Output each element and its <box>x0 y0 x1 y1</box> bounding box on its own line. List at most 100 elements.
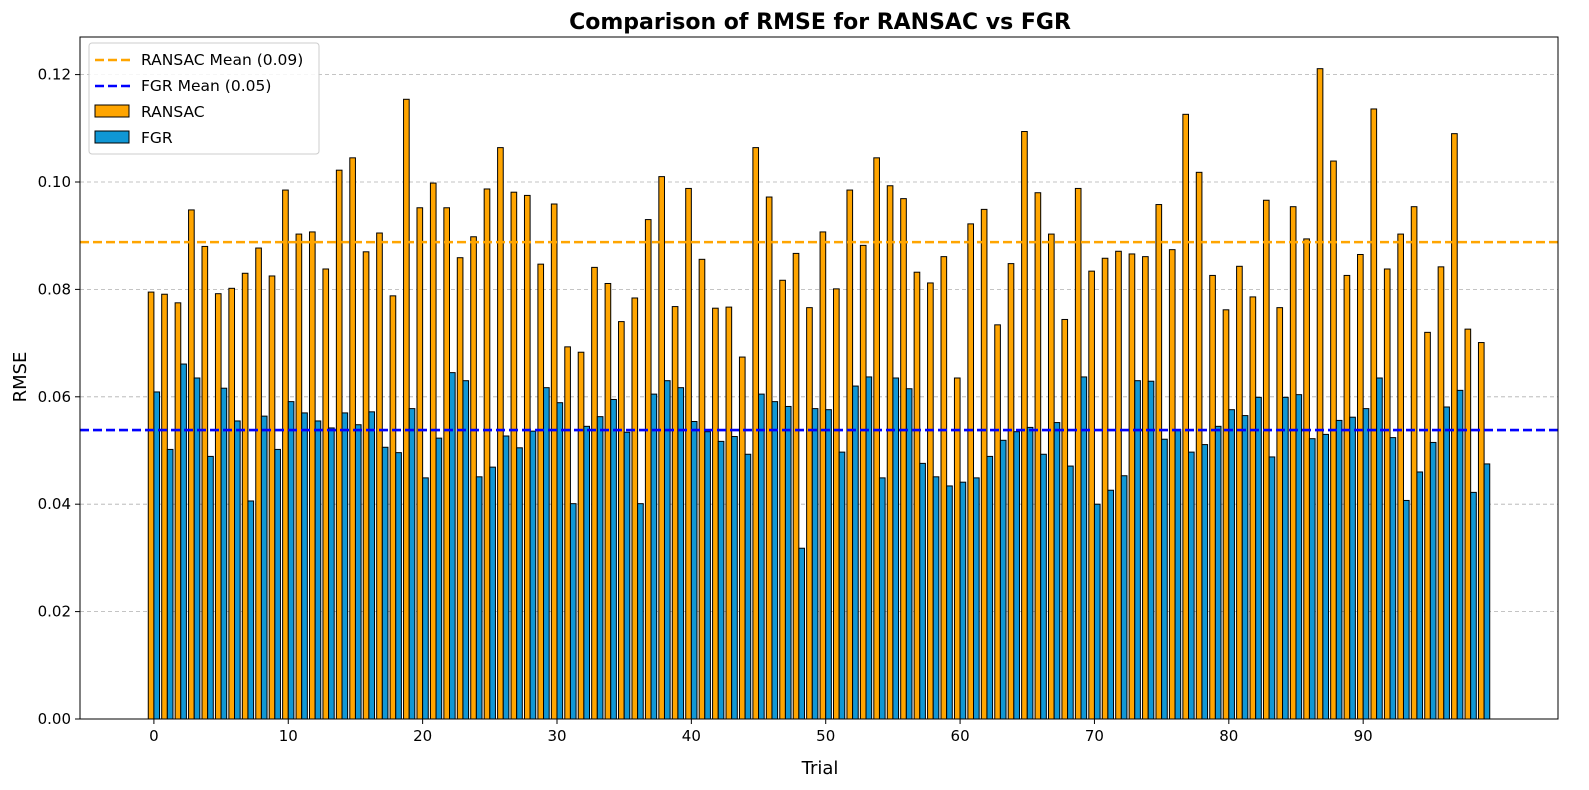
ransac-bar <box>295 233 303 720</box>
ransac-bar <box>456 257 464 720</box>
ransac-bar <box>416 207 424 720</box>
fgr-bar <box>878 477 886 720</box>
ransac-bar <box>1464 328 1472 720</box>
fgr-bar <box>677 387 685 720</box>
fgr-bar <box>1268 456 1276 720</box>
fgr-bar <box>583 425 590 720</box>
ransac-bar <box>1128 253 1136 720</box>
fgr-bar <box>758 393 765 720</box>
ransac-bar <box>1021 131 1028 720</box>
fgr-bar <box>489 466 496 720</box>
legend-fgr-swatch <box>94 130 130 144</box>
ransac-bar <box>1101 257 1109 720</box>
fgr-bar <box>274 448 281 720</box>
ransac-bar <box>806 307 813 720</box>
fgr-bar <box>986 455 994 720</box>
fgr-bar <box>260 415 268 720</box>
fgr-bar <box>811 408 819 720</box>
ransac-bar <box>1397 233 1404 720</box>
ransac-bar <box>1115 250 1122 720</box>
x-tick-label: 50 <box>816 727 835 745</box>
fgr-bar <box>1228 409 1235 720</box>
ransac-bar <box>819 231 827 720</box>
fgr-bar <box>704 431 711 720</box>
ransac-bar <box>900 198 907 720</box>
plot-frame <box>79 36 1559 720</box>
y-tick-label: 0.12 <box>38 66 71 84</box>
fgr-bar <box>1308 438 1316 720</box>
ransac-bar <box>1262 199 1270 720</box>
ransac-bar <box>1034 192 1042 720</box>
x-tick-label: 60 <box>951 727 970 745</box>
fgr-bar <box>207 455 214 720</box>
ransac-bar <box>1451 133 1458 720</box>
ransac-bar <box>913 271 921 720</box>
ransac-bar <box>497 147 504 720</box>
fgr-bar <box>1443 406 1450 720</box>
ransac-bar <box>1088 270 1095 720</box>
x-tick-label: 20 <box>413 727 432 745</box>
fgr-bar <box>1026 426 1034 720</box>
fgr-bar <box>637 503 644 720</box>
ransac-bar <box>1209 274 1216 720</box>
fgr-bar <box>1483 463 1491 720</box>
ransac-bar <box>685 187 692 720</box>
fgr-bar <box>1080 376 1088 720</box>
fgr-bar <box>381 446 389 720</box>
ransac-bar <box>1195 171 1203 720</box>
fgr-bar <box>1241 415 1249 720</box>
fgr-bar <box>234 420 241 720</box>
fgr-bar <box>663 380 671 720</box>
ransac-bar <box>927 282 934 720</box>
fgr-bar <box>650 393 658 720</box>
y-tick-label: 0.04 <box>38 495 71 513</box>
ransac-bar <box>833 288 840 720</box>
fgr-bar <box>354 424 362 720</box>
ransac-bar <box>322 268 330 720</box>
fgr-bar <box>1295 394 1303 720</box>
fgr-bar <box>153 391 161 720</box>
ransac-bar <box>429 182 437 720</box>
fgr-bar <box>798 547 805 720</box>
fgr-bar <box>838 451 846 720</box>
x-tick-label: 30 <box>547 727 566 745</box>
ransac-bar <box>994 324 1001 720</box>
ransac-bar <box>335 169 343 720</box>
ransac-bar <box>591 266 598 720</box>
fgr-bar <box>1013 431 1020 720</box>
fgr-bar <box>1389 437 1397 720</box>
ransac-bar <box>604 282 612 720</box>
fgr-bar <box>1174 429 1182 720</box>
fgr-bar <box>408 408 416 720</box>
ransac-bar <box>201 245 209 720</box>
ransac-bar <box>564 346 571 720</box>
ransac-bar <box>1303 238 1310 720</box>
fgr-bar <box>1093 503 1101 720</box>
ransac-bar <box>765 196 773 720</box>
fgr-bar <box>999 439 1007 720</box>
ransac-bar <box>940 256 948 720</box>
fgr-bar <box>1161 438 1168 720</box>
ransac-bar <box>403 98 410 720</box>
fgr-bar <box>569 503 577 720</box>
x-tick-label: 70 <box>1085 727 1104 745</box>
ransac-bar <box>1370 108 1378 720</box>
fgr-bar <box>596 416 604 720</box>
x-tick-label: 90 <box>1354 727 1373 745</box>
fgr-bar <box>1188 451 1195 720</box>
fgr-bar <box>516 447 523 720</box>
fgr-bar <box>905 388 913 720</box>
ransac-bar <box>174 302 182 720</box>
fgr-bar <box>610 398 617 720</box>
fgr-bar <box>1362 408 1370 720</box>
x-tick-label: 0 <box>149 727 159 745</box>
ransac-bar <box>577 351 585 720</box>
legend: RANSAC Mean (0.09) FGR Mean (0.05) RANSA… <box>88 42 320 155</box>
y-axis-ticks: 0.00 0.02 0.04 0.06 0.08 0.10 0.12 <box>38 66 80 728</box>
ransac-bar <box>698 258 706 720</box>
fgr-bar <box>1349 416 1356 720</box>
fgr-bar <box>623 431 631 720</box>
ransac-bar <box>1330 160 1337 720</box>
fgr-bar <box>825 409 832 720</box>
x-axis-label: Trial <box>801 758 839 779</box>
